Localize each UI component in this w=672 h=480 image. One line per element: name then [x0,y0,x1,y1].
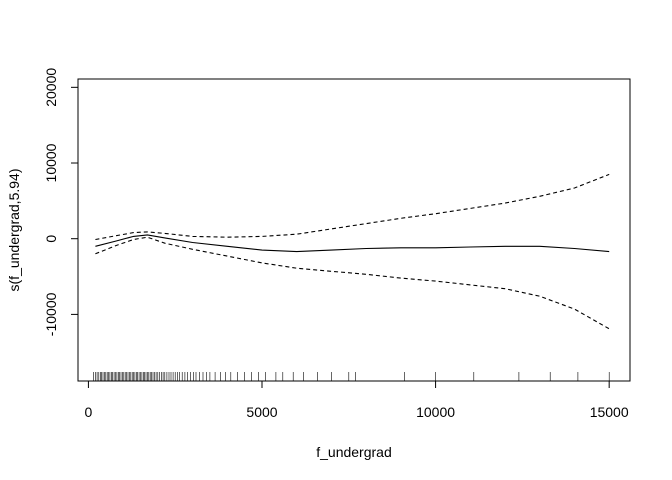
x-tick-label: 10000 [416,404,455,420]
plot-frame [77,78,631,382]
x-tick-label: 0 [85,404,93,420]
y-tick-label: 20000 [43,68,59,107]
series-line-estimate [95,234,610,253]
y-tick-label: 0 [43,235,59,243]
series-layer [95,173,610,330]
x-axis-label: f_undergrad [316,444,392,460]
series-line-lower-band [95,236,610,330]
y-axis-label: s(f_undergrad,5.94) [6,169,22,292]
y-tick-label: 10000 [43,143,59,182]
x-tick-label: 15000 [590,404,629,420]
rug-layer [93,372,610,381]
x-tick-label: 5000 [246,404,277,420]
y-tick-label: -10000 [43,292,59,336]
series-line-upper-band [95,173,610,241]
x-axis: 0 5000 10000 15000 [85,380,629,420]
y-axis: -10000 0 10000 20000 [43,68,79,336]
